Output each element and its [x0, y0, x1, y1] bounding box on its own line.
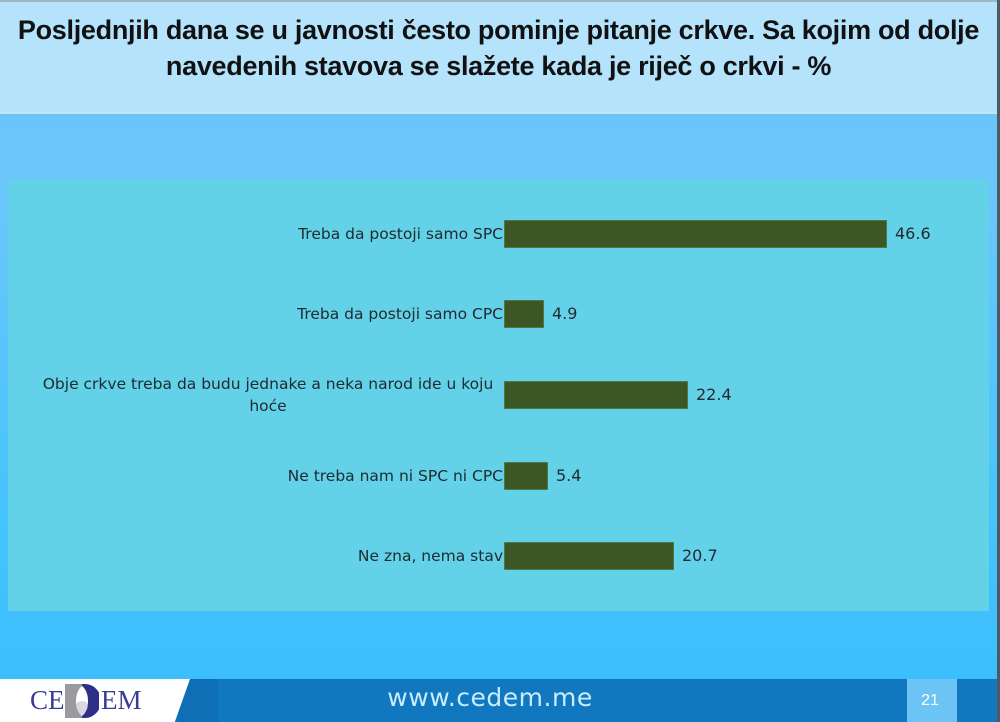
bar-value-label: 5.4: [556, 466, 582, 485]
logo-text-right: EM: [101, 685, 142, 715]
footer: CE EM www.cedem.me 21: [0, 679, 997, 722]
slide-title: Posljednjih dana se u javnosti često pom…: [17, 15, 980, 81]
category-label: Treba da postoji samo SPC: [298, 225, 503, 243]
bar: [504, 542, 674, 570]
category-label: Ne treba nam ni SPC ni CPC: [287, 467, 503, 485]
frame-top-border: [0, 0, 1000, 2]
bar: [504, 220, 887, 248]
bar-row: Ne treba nam ni SPC ni CPC 5.4: [8, 462, 989, 491]
bar-value-label: 22.4: [696, 385, 732, 404]
chart-plot-area: Treba da postoji samo SPC 46.6 Treba da po…: [8, 179, 989, 611]
logo-lens-icon: [65, 684, 99, 718]
bar-value-label: 4.9: [552, 304, 578, 323]
bar: [504, 381, 688, 409]
page-number: 21: [921, 692, 939, 709]
frame-right-border: [997, 0, 1000, 722]
bar: [504, 300, 544, 328]
bar-value-label: 46.6: [895, 224, 931, 243]
bar-row: Treba da postoji samo SPC 46.6: [8, 220, 989, 249]
bar-row: Ne zna, nema stav 20.7: [8, 542, 989, 571]
bar-row: Obje crkve treba da budu jednake a neka …: [8, 375, 989, 415]
bar: [504, 462, 548, 490]
bar-row: Treba da postoji samo CPC 4.9: [8, 300, 989, 329]
cedem-logo: CE EM: [0, 679, 190, 722]
title-band: Posljednjih dana se u javnosti često pom…: [0, 2, 997, 114]
category-label: Treba da postoji samo CPC: [297, 305, 503, 323]
category-label: Ne zna, nema stav: [357, 547, 503, 565]
logo-text-left: CE: [30, 685, 65, 715]
page-number-box: 21: [907, 679, 957, 722]
bar-value-label: 20.7: [682, 546, 718, 565]
category-label: Obje crkve treba da budu jednake a neka …: [42, 375, 494, 415]
website-url[interactable]: www.cedem.me: [387, 683, 593, 712]
